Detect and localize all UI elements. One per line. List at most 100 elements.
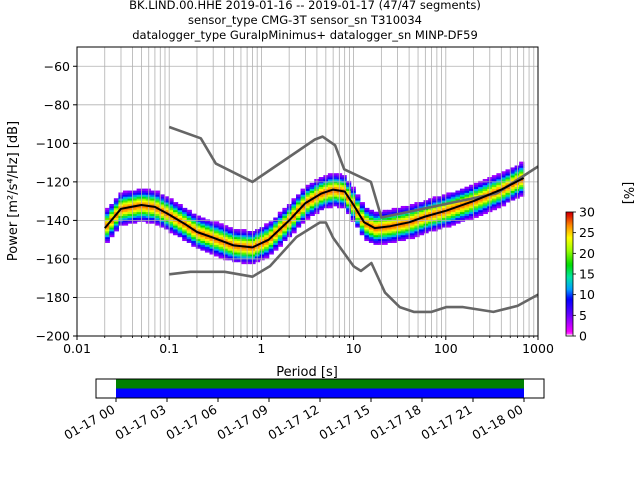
heatmap-cell [113,225,120,228]
x-tick-label: 1000 [522,341,554,356]
heatmap-cell [236,234,242,238]
heatmap-cell [296,217,302,220]
heatmap-cell [223,254,229,257]
heatmap-cell [186,213,192,216]
heatmap-cell [145,192,151,195]
heatmap-cell [136,217,142,220]
heatmap-cell [214,250,220,253]
heatmap-cell [510,177,516,180]
heatmap-cell [510,188,516,191]
heatmap-cell [473,194,479,197]
heatmap-cell [136,196,142,199]
heatmap-cell [478,213,484,216]
heatmap-cell [182,221,188,224]
heatmap-cell [218,240,224,243]
heatmap-cell [122,192,129,195]
heatmap-cell [446,204,452,207]
heatmap-cell [191,213,197,216]
colorbar-tick-label: 5 [579,308,587,323]
heatmap-cell [277,242,283,245]
heatmap-cell [505,173,511,176]
heatmap-cell [136,190,142,193]
heatmap-cell [195,236,201,240]
colorbar-segment [566,224,573,227]
heatmap-cell [250,238,256,242]
heatmap-cell [127,198,133,201]
heatmap-cell [423,200,429,203]
heatmap-cell [491,175,497,178]
heatmap-cell [469,205,475,209]
heatmap-cell [182,213,188,216]
heatmap-cell [414,225,420,228]
heatmap-cell [455,207,461,211]
colorbar-segment [566,280,573,283]
colorbar-segment [566,236,573,239]
heatmap-cell [405,227,411,230]
heatmap-cell [373,213,379,216]
heatmap-cell [400,205,406,209]
heatmap-cell [268,246,274,249]
heatmap-cell [259,246,265,249]
heatmap-cell [191,242,197,245]
heatmap-cell [418,202,425,205]
mode-line [104,177,525,249]
heatmap-cell [259,236,265,240]
heatmap-cell [277,238,283,242]
heatmap-cell [122,221,129,224]
heatmap-cell [364,225,370,228]
heatmap-cell [355,207,361,211]
heatmap-cell [168,205,174,209]
heatmap-cell [113,221,120,224]
heatmap-cell [318,207,324,211]
heatmap-cell [168,204,174,207]
heatmap-cell [154,194,160,197]
colorbar-segment [566,270,573,273]
heatmap-cell [387,217,393,220]
heatmap-cell [450,211,456,215]
heatmap-cell [250,250,256,253]
heatmap-cell [391,234,397,238]
heatmap-cell [455,213,461,216]
heatmap-cell [159,202,165,205]
heatmap-cell [464,213,470,216]
heatmap-cell [382,242,388,245]
heatmap-cell [478,207,484,211]
heatmap-cell [377,231,384,234]
heatmap-cell [255,252,261,255]
heatmap-cell [318,184,324,188]
heatmap-cell [236,248,242,251]
heatmap-cell [428,221,434,224]
heatmap-cell [218,256,224,259]
heatmap-cell [396,217,402,220]
heatmap-cell [296,200,302,203]
heatmap-cell [428,225,434,228]
heatmap-cell [227,229,233,232]
heatmap-cell [309,184,315,188]
heatmap-cell [332,198,338,201]
heatmap-cell [500,198,507,201]
heatmap-cell [387,227,393,230]
heatmap-cell [145,217,151,220]
heatmap-cell [223,256,229,259]
heatmap-cell [364,221,370,224]
heatmap-cell [496,204,502,207]
heatmap-cell [305,194,311,197]
heatmap-cell [186,229,192,232]
heatmap-cell [373,231,379,234]
heatmap-cell [191,221,197,224]
heatmap-cell [496,184,502,188]
heatmap-cell [296,211,302,215]
colorbar-segment [566,320,573,323]
heatmap-cell [450,223,456,226]
heatmap-cell [469,186,475,190]
heatmap-cell [432,207,438,211]
heatmap-cell [382,213,388,216]
heatmap-cell [182,234,188,238]
heatmap-cell [163,221,170,224]
heatmap-cell [163,200,170,203]
heatmap-cell [496,178,502,182]
heatmap-cell [218,236,224,240]
heatmap-cell [232,250,238,253]
heatmap-cell [104,215,110,218]
heatmap-cell [122,215,129,218]
